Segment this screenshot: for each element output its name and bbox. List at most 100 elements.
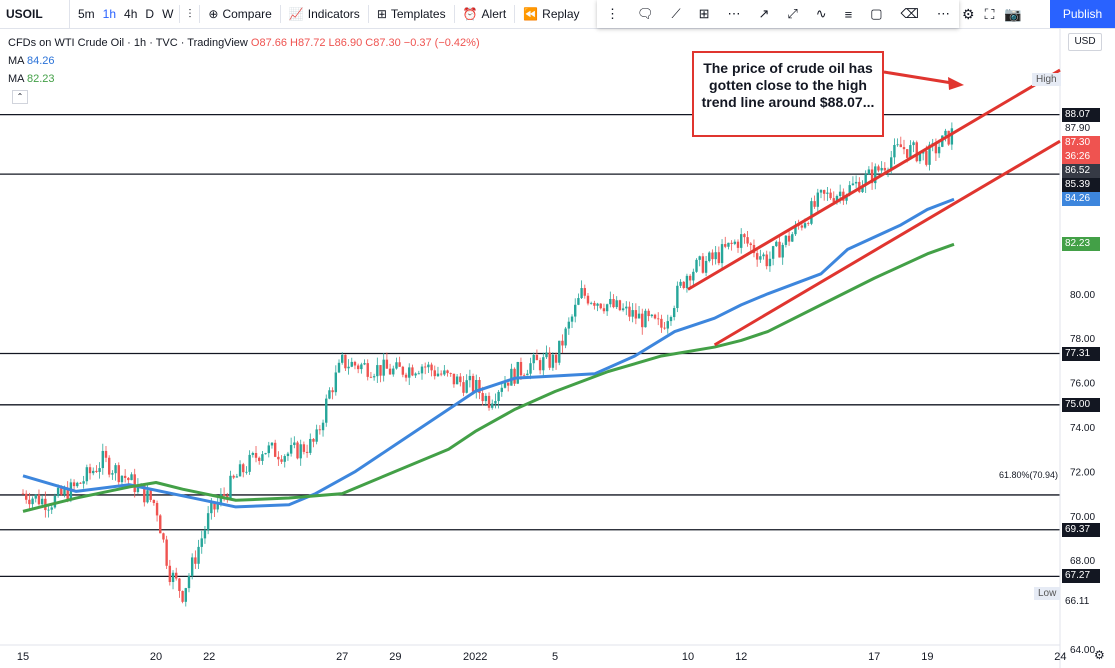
candle-body — [851, 183, 855, 186]
toolbar-divider — [514, 5, 516, 23]
collapse-legend-icon[interactable]: ⌃ — [12, 90, 28, 105]
candle-body — [899, 144, 902, 148]
candle-body — [714, 252, 717, 260]
price-axis-label: 84.26 — [1062, 192, 1100, 207]
candle-body — [561, 340, 564, 346]
candle-body — [724, 244, 727, 247]
candle-body — [791, 234, 794, 242]
x-tick-label: 27 — [336, 651, 348, 663]
symbol-search[interactable]: USOIL — [0, 0, 70, 28]
toolbar-divider — [199, 5, 201, 23]
plus-circle-icon: ⊕ — [208, 7, 219, 21]
compare-button[interactable]: ⊕ Compare — [202, 0, 277, 28]
camera-icon[interactable]: 📷 — [1004, 5, 1022, 22]
candle-body — [826, 192, 829, 194]
x-tick-label: 15 — [17, 651, 29, 663]
templates-button[interactable]: ⊞ Templates — [371, 0, 452, 28]
candle-body — [187, 576, 191, 589]
path-icon[interactable]: ⤢ — [787, 6, 798, 21]
candle-body — [152, 499, 156, 503]
horizontal-ray-icon[interactable]: ⋯ — [727, 6, 741, 21]
candle-body — [455, 376, 459, 385]
currency-selector[interactable]: USD — [1068, 33, 1102, 51]
candle-body — [574, 304, 577, 317]
candle-body — [446, 370, 449, 374]
candle-body — [746, 237, 749, 244]
candle-body — [937, 146, 941, 154]
candle-body — [551, 354, 555, 368]
chart-type-button[interactable]: ⫶ — [182, 0, 197, 28]
candle-body — [181, 590, 184, 602]
candle-body — [267, 445, 270, 454]
trend-line-icon[interactable]: ⟋ — [671, 6, 681, 21]
candle-body — [155, 502, 159, 516]
replay-button[interactable]: ⏪ Replay — [517, 0, 585, 28]
candle-body — [506, 382, 510, 386]
callout-icon[interactable]: 🗨 — [636, 6, 654, 21]
crosshair-box-icon[interactable]: ⊞ — [698, 6, 710, 21]
ma2-value: 82.23 — [26, 73, 55, 85]
candle-body — [631, 310, 634, 317]
candle-body — [494, 401, 497, 404]
arrow-icon[interactable]: ↗ — [758, 6, 770, 21]
trend-line-upper[interactable] — [687, 68, 1061, 291]
more-icon[interactable]: ⋯ — [936, 6, 950, 21]
drag-handle-icon[interactable]: ⋮ — [605, 6, 619, 21]
candle-body — [535, 354, 539, 361]
candle-body — [503, 382, 507, 388]
rewind-icon: ⏪ — [523, 7, 539, 21]
candle-body — [331, 390, 334, 393]
ma-blue-line[interactable] — [22, 197, 955, 509]
candle-body — [328, 390, 331, 399]
candle-body — [88, 467, 92, 474]
candle-body — [388, 368, 392, 375]
candle-body — [570, 316, 574, 322]
indicators-button[interactable]: 📈 Indicators — [283, 0, 366, 28]
high-label: High — [1032, 73, 1061, 86]
parallel-channel-icon[interactable]: ≡ — [844, 6, 853, 22]
trend-line-lower[interactable] — [713, 139, 1061, 347]
candle-body — [420, 366, 424, 374]
candle-body — [459, 376, 462, 383]
candle-body — [427, 364, 430, 368]
publish-button[interactable]: Publish — [1050, 0, 1115, 28]
interval-w[interactable]: W — [162, 7, 174, 21]
candle-body — [500, 387, 503, 392]
alert-label: Alert — [481, 7, 507, 21]
interval-1h[interactable]: 1h — [102, 7, 117, 21]
fullscreen-icon[interactable]: ⛶ — [984, 5, 995, 22]
candle-body — [861, 185, 864, 193]
candle-body — [98, 468, 101, 472]
eraser-icon[interactable]: ⌫ — [900, 6, 919, 21]
candle-body — [909, 145, 912, 158]
y-tick-label: 64.00 — [1070, 645, 1095, 656]
interval-5m[interactable]: 5m — [78, 7, 95, 21]
gear-icon[interactable]: ⚙ — [962, 5, 975, 22]
candle-body — [411, 367, 414, 376]
candle-body — [625, 306, 628, 309]
candle-body — [478, 379, 481, 394]
x-tick-label: 20 — [150, 651, 162, 663]
candle-body — [104, 450, 108, 458]
legend-ma1[interactable]: MA 84.26 — [8, 52, 480, 70]
candle-body — [296, 442, 299, 459]
candle-body — [669, 317, 673, 322]
candle-body — [803, 223, 807, 228]
candle-body — [864, 174, 867, 186]
candle-body — [107, 457, 111, 475]
rectangle-icon[interactable]: ▢ — [870, 6, 883, 21]
legend-ma2[interactable]: MA 82.23 — [8, 70, 480, 88]
chart-settings-icon[interactable]: ⚙ — [1094, 648, 1105, 662]
alert-button[interactable]: ⏰ Alert — [457, 0, 513, 28]
interval-d[interactable]: D — [145, 7, 155, 21]
drawing-toolbar: ⋮ 🗨 ⟋ ⊞ ⋯ ↗ ⤢ ∿ ≡ ▢ ⌫ ⋯ — [597, 0, 959, 28]
brush-icon[interactable]: ∿ — [815, 6, 827, 21]
ma-green-line[interactable] — [22, 242, 955, 513]
candle-body — [28, 499, 31, 505]
candle-body — [111, 473, 114, 475]
candle-body — [334, 372, 338, 393]
candle-body — [542, 357, 545, 371]
interval-4h[interactable]: 4h — [124, 7, 138, 21]
candle-body — [596, 303, 599, 306]
